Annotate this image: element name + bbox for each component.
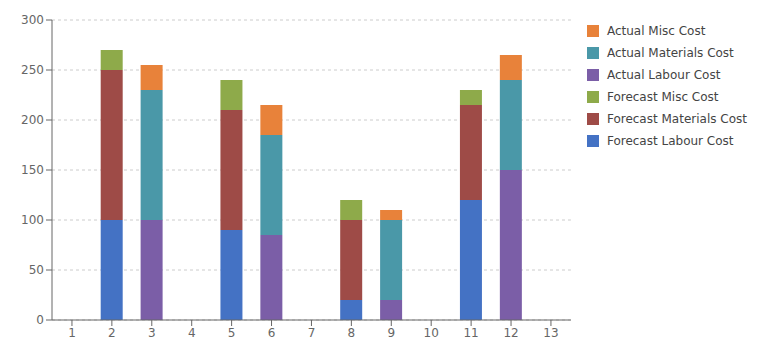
svg-text:200: 200 [21, 113, 44, 127]
svg-text:13: 13 [543, 326, 558, 340]
html-text:Forecast Materials Cost: Forecast Materials Cost [606, 112, 747, 126]
html-text:Forecast Labour Cost: Forecast Labour Cost [606, 134, 734, 148]
html-text:Actual Misc Cost: Actual Misc Cost [606, 24, 706, 38]
svg-text:2: 2 [108, 326, 116, 340]
svg-text:300: 300 [21, 13, 44, 27]
svg-text:3: 3 [148, 326, 156, 340]
svg-text:12: 12 [503, 326, 518, 340]
svg-text:100: 100 [21, 213, 44, 227]
svg-text:5: 5 [228, 326, 236, 340]
svg-text:150: 150 [21, 163, 44, 177]
svg-text:250: 250 [21, 63, 44, 77]
svg-text:50: 50 [29, 263, 44, 277]
svg-text:9: 9 [387, 326, 395, 340]
svg-text:0: 0 [36, 313, 44, 327]
html-text:Actual Materials Cost: Actual Materials Cost [606, 46, 734, 60]
svg-text:6: 6 [268, 326, 276, 340]
svg-text:1: 1 [68, 326, 76, 340]
html-text:Actual Labour Cost: Actual Labour Cost [606, 68, 721, 82]
svg-text:7: 7 [308, 326, 316, 340]
svg-text:10: 10 [424, 326, 439, 340]
svg-text:8: 8 [348, 326, 356, 340]
html-text:Forecast Misc Cost: Forecast Misc Cost [606, 90, 719, 104]
svg-text:4: 4 [188, 326, 196, 340]
svg-text:11: 11 [463, 326, 478, 340]
